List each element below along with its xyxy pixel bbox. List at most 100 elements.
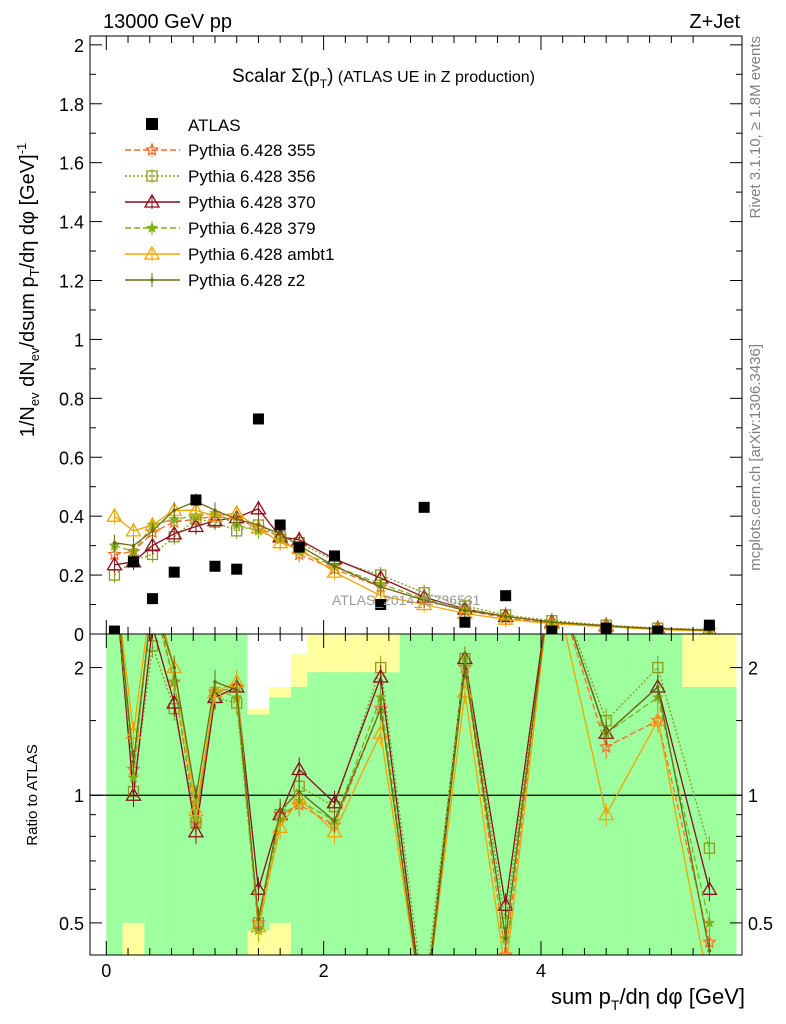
ratio-series-point xyxy=(291,761,308,776)
ratio-series-point xyxy=(703,916,716,928)
ratio-series-point xyxy=(503,936,508,941)
main-series-point xyxy=(112,540,117,545)
atlas-data-point xyxy=(108,625,120,634)
ratio-series-point xyxy=(187,823,205,838)
ratio-series-point xyxy=(497,897,514,911)
ratio-series-point xyxy=(372,668,389,683)
ratio-series-point xyxy=(332,819,337,823)
ratio-series-point xyxy=(250,918,267,933)
ratio-bands xyxy=(106,634,737,955)
ratio-axes-box xyxy=(89,633,743,956)
main-series-point xyxy=(422,598,426,602)
ratio-series-point xyxy=(213,680,217,684)
ratio-series-point xyxy=(598,806,615,821)
ratio-series-point xyxy=(417,1014,431,1024)
ratio-green-band xyxy=(524,634,579,955)
main-series-point xyxy=(416,596,433,611)
main-series-point xyxy=(332,564,337,569)
ratio-ytick-label: 1 xyxy=(74,786,84,806)
atlas-data-point xyxy=(274,519,286,531)
atlas-data-point xyxy=(293,541,305,553)
atlas-data-point xyxy=(546,625,558,634)
atlas-data-point xyxy=(418,501,430,513)
ratio-series-point xyxy=(326,794,343,809)
ratio-series-point xyxy=(707,948,712,953)
xtick-label: 2 xyxy=(319,961,329,981)
main-ytick-label: 2 xyxy=(74,36,84,56)
main-frame: 0 0.2 0.4 0.6 0.8 1 1.2 1.4 1.6 1.8 2 xyxy=(59,35,743,645)
rivet-label: Rivet 3.1.10, ≥ 1.8M events xyxy=(747,36,764,219)
main-series-point xyxy=(166,525,183,540)
ratio-series-point xyxy=(206,683,224,698)
mcplots-label: mcplots.cern.ch [arXiv:1306.3436] xyxy=(747,344,764,571)
ratio-series-point xyxy=(194,795,198,799)
ratio-series-point xyxy=(131,759,136,764)
ratio-series-point xyxy=(256,917,261,922)
main-series-point xyxy=(144,537,161,552)
xtick-label: 0 xyxy=(101,961,111,981)
ratio-series-point xyxy=(172,665,177,670)
ratio-series-point xyxy=(234,688,239,692)
legend-marker xyxy=(144,142,160,157)
main-ytick-label: 1 xyxy=(74,330,84,350)
main-series-point xyxy=(206,512,224,527)
main-panel xyxy=(90,36,742,634)
ratio-series-point xyxy=(604,731,608,736)
atlas-data-point xyxy=(252,413,264,425)
main-ytick-label: 0 xyxy=(74,625,84,645)
atlas-data-point xyxy=(127,556,139,568)
ratio-series-point xyxy=(297,789,301,794)
ratio-ytick-label-right: 0.5 xyxy=(748,914,773,934)
ratio-frame: 0.5 0.5 1 1 2 2 0 2 4 xyxy=(59,633,773,981)
main-ytick-label: 1.4 xyxy=(59,213,84,233)
ratio-ytick-label-right: 2 xyxy=(748,659,758,679)
main-series-point xyxy=(463,608,467,613)
legend-atlas-label: ATLAS xyxy=(188,116,241,135)
legend-marker xyxy=(146,170,158,182)
ratio-series-point xyxy=(418,1015,430,1024)
main-series-point xyxy=(326,563,343,578)
atlas-data-point xyxy=(329,550,340,562)
ratio-green-band xyxy=(225,634,248,955)
ratio-series-point xyxy=(599,739,614,754)
main-ytick-label: 0.8 xyxy=(59,389,84,409)
atlas-data-point xyxy=(209,560,221,572)
legend-atlas-marker xyxy=(146,118,158,130)
header-right: Z+Jet xyxy=(689,11,740,33)
ratio-series-point xyxy=(649,712,666,727)
main-series-point xyxy=(234,517,239,521)
main-ytick-label: 1.8 xyxy=(59,95,84,115)
legend-label: Pythia 6.428 z2 xyxy=(188,271,305,290)
main-series-point xyxy=(213,508,217,513)
main-panel-bg xyxy=(90,36,742,634)
ratio-series-point xyxy=(703,842,716,854)
main-series-point xyxy=(378,585,383,589)
main-ytick-label: 0.2 xyxy=(59,566,84,586)
main-ytick-label: 0.4 xyxy=(59,507,84,527)
main-series-point xyxy=(503,614,508,619)
ratio-series-point xyxy=(378,706,383,711)
main-ytick-label: 0.6 xyxy=(59,448,84,468)
main-series-point xyxy=(106,556,123,571)
legend-marker xyxy=(143,245,161,260)
main-ytick-label: 1.2 xyxy=(59,272,84,292)
atlas-data-point xyxy=(190,494,202,506)
ratio-green-band xyxy=(579,634,634,955)
legend-label: Pythia 6.428 379 xyxy=(188,219,316,238)
atlas-data-point xyxy=(375,599,387,611)
ratio-series-point xyxy=(499,966,513,978)
atlas-data-point xyxy=(146,593,158,605)
ratio-green-band xyxy=(291,686,308,955)
ratio-series-point xyxy=(422,1019,426,1023)
main-series-point xyxy=(125,522,142,537)
ratio-ylabel: Ratio to ATLAS xyxy=(24,744,41,845)
ratio-series-point xyxy=(701,881,718,895)
main-series-point xyxy=(278,532,282,536)
ratio-ytick-label-right: 1 xyxy=(748,786,758,806)
main-series-point xyxy=(106,507,123,522)
main-ylabel: 1/Nev dNev/dsum pT/dη dφ [GeV]-1 xyxy=(14,143,42,438)
ratio-ytick-label: 2 xyxy=(74,659,84,679)
main-series-point xyxy=(187,518,205,533)
legend-label: Pythia 6.428 370 xyxy=(188,193,316,212)
